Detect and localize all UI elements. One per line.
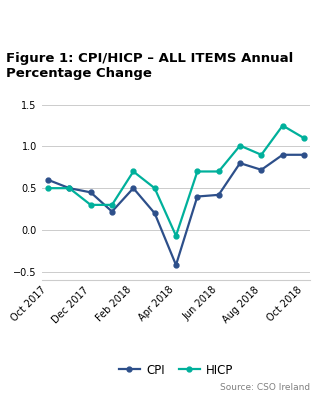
CPI xyxy=(281,152,284,157)
HICP xyxy=(196,169,199,174)
HICP xyxy=(110,202,114,207)
Text: Source: CSO Ireland: Source: CSO Ireland xyxy=(220,383,310,392)
CPI xyxy=(89,190,92,195)
HICP xyxy=(260,152,263,157)
CPI xyxy=(68,186,71,190)
CPI xyxy=(46,178,50,182)
CPI xyxy=(217,192,220,197)
HICP xyxy=(238,143,242,148)
HICP xyxy=(46,186,50,190)
CPI xyxy=(302,152,306,157)
CPI xyxy=(110,209,114,214)
CPI xyxy=(174,262,178,267)
Line: CPI: CPI xyxy=(45,152,307,268)
HICP xyxy=(68,186,71,190)
Legend: CPI, HICP: CPI, HICP xyxy=(114,359,238,381)
HICP xyxy=(281,123,284,128)
HICP xyxy=(89,202,92,207)
HICP xyxy=(153,186,156,190)
HICP xyxy=(302,136,306,140)
CPI xyxy=(238,161,242,166)
CPI xyxy=(196,194,199,199)
Line: HICP: HICP xyxy=(45,123,307,238)
HICP xyxy=(217,169,220,174)
CPI xyxy=(153,211,156,216)
Text: Figure 1: CPI/HICP – ALL ITEMS Annual
Percentage Change: Figure 1: CPI/HICP – ALL ITEMS Annual Pe… xyxy=(6,52,294,80)
CPI xyxy=(260,168,263,172)
CPI xyxy=(132,186,135,190)
HICP xyxy=(132,169,135,174)
HICP xyxy=(174,233,178,238)
